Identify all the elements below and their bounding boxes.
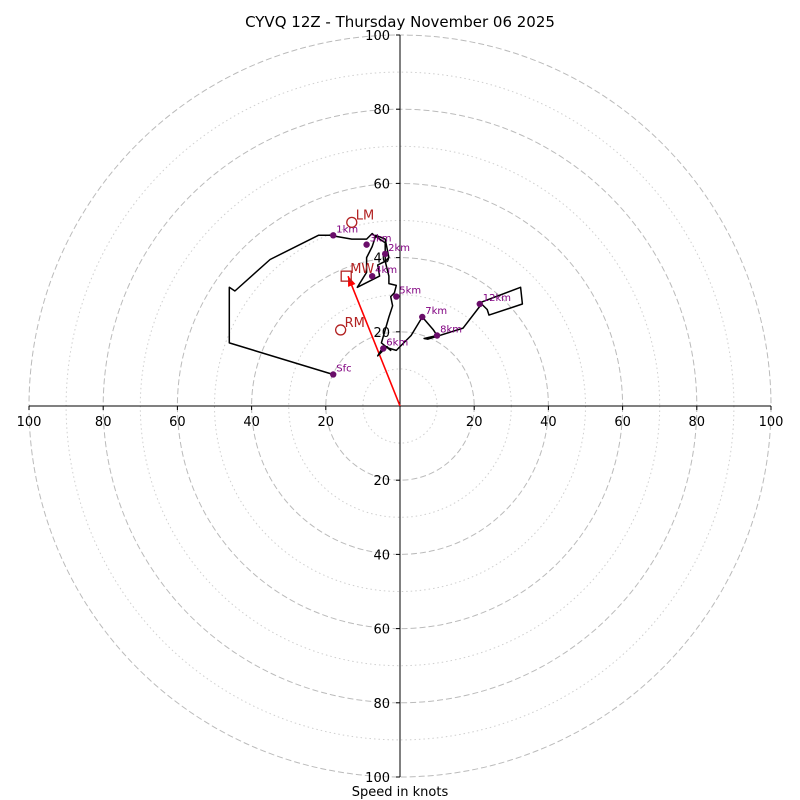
height-point-8km [433,332,441,339]
x-tick-label: 40 [540,415,557,430]
height-point-2km [381,250,389,258]
y-tick-label: 80 [373,103,390,118]
height-point-sfc [330,371,337,378]
x-axis-label: Speed in knots [352,785,449,800]
height-label-5km: 5km [399,286,421,297]
height-point-7km [419,313,426,321]
rm-marker [334,324,347,336]
y-tick-label: 100 [365,771,390,786]
x-tick-label: 100 [759,415,784,430]
mw-marker [340,270,352,282]
x-tick-label: 60 [169,415,186,430]
tick-labels: 100 80 60 40 20 20 40 60 80 100204060801002040608… [17,29,784,786]
storm-motion-markers: LM MW RM [334,208,374,336]
y-tick-label: 60 [373,623,390,638]
mw-label: MW [350,262,374,277]
y-tick-label: 60 [373,177,390,192]
height-label-6km: 6km [386,337,408,348]
height-label-2km: 2km [388,243,410,254]
x-tick-label: 20 [318,415,335,430]
height-label-3km: 3km [370,234,392,245]
height-label-12km: 12km [483,293,511,304]
y-tick-label: 80 [373,697,390,712]
shear-vector-line [347,275,401,407]
height-point-4km [368,272,376,280]
y-tick-label: 20 [373,474,390,489]
y-tick-label: 40 [373,548,390,563]
x-tick-label: 60 [614,415,631,430]
x-tick-label: 80 [689,415,706,430]
lm-label: LM [356,208,374,223]
height-point-6km [380,345,387,352]
height-label-4km: 4km [375,265,397,276]
height-label-1km: 1km [336,224,358,235]
height-point-5km [393,293,400,300]
chart-title: CYVQ 12Z - Thursday November 06 2025 [245,13,555,31]
height-label-7km: 7km [425,306,447,317]
height-label-8km: 8km [440,325,462,336]
hodograph-trace [228,232,524,376]
height-point-12km [476,300,483,308]
x-tick-label: 100 [17,415,42,430]
lm-marker [346,216,358,229]
height-point-3km [363,241,370,248]
y-tick-label: 100 [365,29,390,44]
rm-label: RM [345,316,365,331]
height-point-1km [330,232,337,239]
hodograph-trace-group [228,232,524,376]
height-label-sfc: Sfc [336,363,351,374]
x-tick-label: 80 [95,415,112,430]
x-tick-label: 20 [466,415,483,430]
x-tick-label: 40 [243,415,260,430]
